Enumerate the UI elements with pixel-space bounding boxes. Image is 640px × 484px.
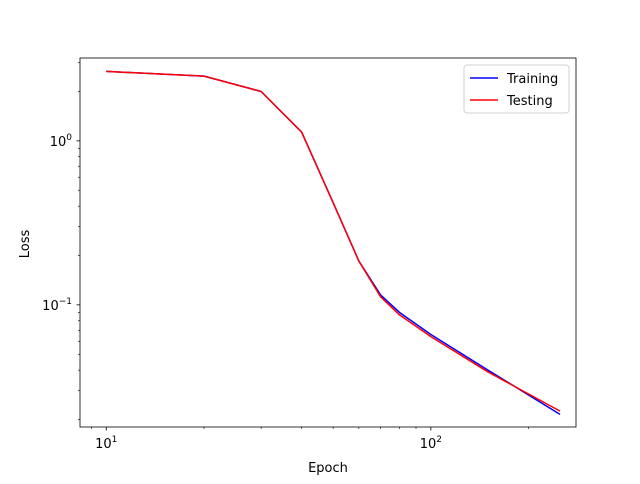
legend: Training Testing xyxy=(463,64,570,114)
x-tick-label: 101 xyxy=(95,435,117,452)
axes-frame xyxy=(79,57,577,428)
y-tick-label: 100 xyxy=(50,133,73,150)
legend-label-training: Training xyxy=(506,72,558,87)
x-tick-label: 102 xyxy=(420,435,442,452)
y-tick-label: 10−1 xyxy=(42,297,72,314)
legend-label-testing: Testing xyxy=(506,94,553,109)
plot-area: 101 102 10−1 100 Training Testing xyxy=(42,57,577,452)
series-line-testing xyxy=(106,70,561,412)
y-axis-label: Loss xyxy=(18,230,33,259)
x-axis-label: Epoch xyxy=(308,461,348,476)
legend-box xyxy=(463,64,570,114)
